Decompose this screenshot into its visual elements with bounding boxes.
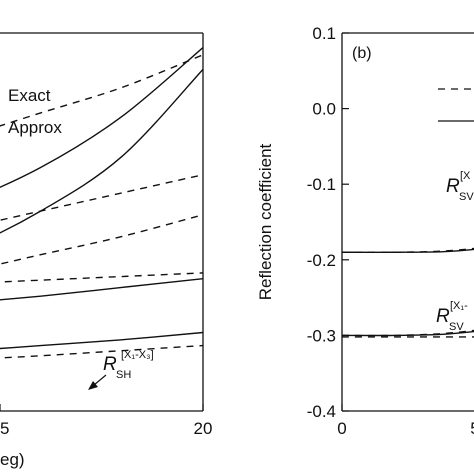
panel-b-y-tick-label: -0.4 (307, 402, 336, 421)
panel-b-y-tick-label: -0.3 (307, 326, 336, 345)
panel-b-label: (b) (352, 45, 372, 62)
panel-b-series-4-dashed (341, 329, 474, 337)
panel-a-series-0-solid (0, 47, 204, 189)
panel-b-y-tick-label: 0.1 (312, 24, 336, 43)
panel-b-y-tick-label: -0.2 (307, 251, 336, 270)
panel-a-x-tick-label: 20 (194, 419, 213, 438)
annotation-r-sv-upper-main: R (446, 176, 460, 197)
panel-b-series-2-solid (341, 330, 474, 337)
panel-a-series-1-dashed (0, 54, 204, 127)
panel-a-series-5-solid (0, 278, 204, 301)
annotation-r-sv-upper: R SV [X (446, 170, 474, 203)
annotation-r-sh-main: R (103, 354, 117, 375)
panel-b-ylabel: Reflection coefficient (256, 143, 275, 300)
panel-a-series-7-solid (0, 331, 204, 350)
panel-b-x-tick-label: 0 (337, 419, 346, 438)
panel-b-y-tick-label: 0.0 (312, 100, 336, 119)
panel-b-series-0-solid (341, 248, 474, 253)
annotation-r-sv-upper-sup: [X (460, 170, 471, 182)
annotation-arrow-head (88, 381, 98, 390)
legend-entry-exact: Exact (8, 86, 51, 105)
annotation-r-sv-lower: R SV [X₁- (436, 300, 468, 333)
panel-a-series-8-dashed (0, 344, 204, 359)
panel-a-series-2-solid (0, 68, 204, 234)
panel-a-xlabel: eg) (0, 450, 25, 469)
annotation-arrow-shaft (93, 374, 107, 386)
panel-a-x-tick-label: 15 (0, 419, 9, 438)
panel-b-series-1-dashed (341, 247, 474, 254)
panel-b: 0 5 0.1 0.0 -0.1 -0.2 -0.3 -0.4 (b) Reflection … (256, 24, 474, 438)
panel-a-series-4-dashed (0, 214, 204, 265)
panel-a: 15 20 eg) Exact Approx R SH [X₁-X₃] (0, 32, 213, 469)
legend: Exact Approx (8, 86, 62, 137)
annotation-r-sv-lower-sup: [X₁- (450, 300, 468, 312)
annotation-r-sh-sup: [X₁-X₃] (121, 349, 154, 361)
annotation-r-sv-lower-sub: SV (449, 321, 464, 333)
panel-b-y-tick-label: -0.1 (307, 175, 336, 194)
annotation-r-sh: R SH [X₁-X₃] (88, 349, 154, 390)
annotation-r-sv-upper-sub: SV (459, 191, 474, 203)
panel-b-x-tick-label: 5 (470, 419, 474, 438)
annotation-r-sh-sub: SH (116, 369, 131, 381)
legend-entry-approx: Approx (8, 118, 62, 137)
annotation-r-sv-lower-main: R (436, 306, 450, 327)
panel-a-series-3-dashed (0, 174, 204, 221)
